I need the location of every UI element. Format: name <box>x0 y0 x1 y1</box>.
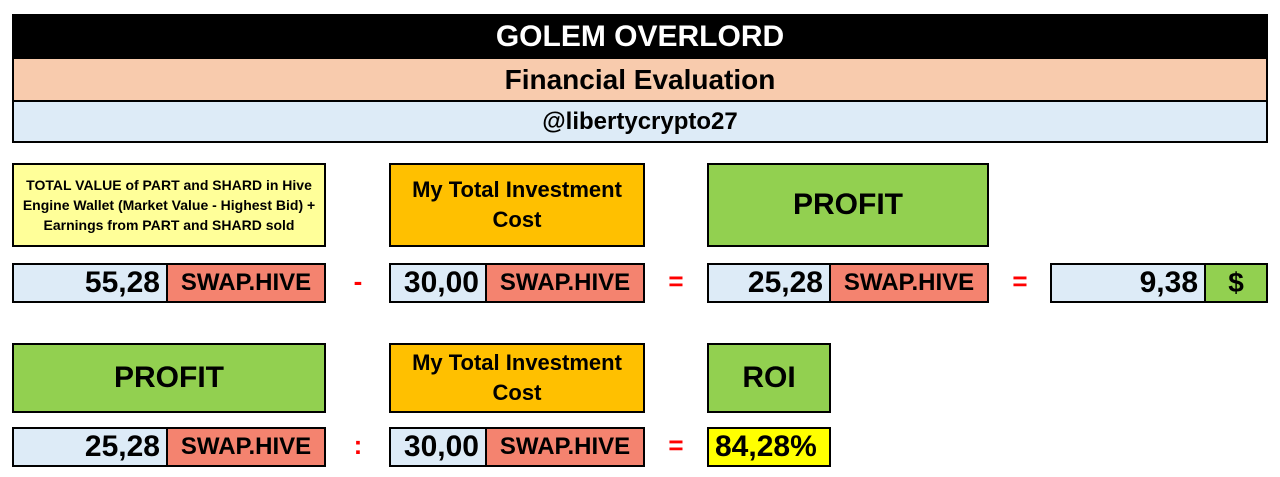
profit-label-2: PROFIT <box>12 343 326 413</box>
investment-unit: SWAP.HIVE <box>485 263 645 303</box>
title-bar: GOLEM OVERLORD <box>12 14 1268 59</box>
investment-number: 30,00 <box>403 430 479 463</box>
investment-amount-2: 30,00 <box>389 427 487 467</box>
profit-unit: SWAP.HIVE <box>829 263 989 303</box>
investment-number: 30,00 <box>403 266 479 299</box>
unit-text: SWAP.HIVE <box>843 269 975 296</box>
user-bar: @libertycrypto27 <box>12 100 1268 143</box>
user-handle: @libertycrypto27 <box>542 107 738 135</box>
subtitle-bar: Financial Evaluation <box>12 57 1268 102</box>
investment-cost-label-text: My Total Investment Cost <box>412 177 622 232</box>
profit-usd-amount: 9,38 <box>1050 263 1206 303</box>
dollar-symbol: $ <box>1228 267 1244 298</box>
unit-text: SWAP.HIVE <box>499 433 631 460</box>
roi-label-text: ROI <box>742 361 796 394</box>
investment-cost-label-2: My Total Investment Cost <box>389 343 645 413</box>
total-value-label-text: TOTAL VALUE of PART and SHARD in Hive En… <box>22 177 316 233</box>
total-value-number: 55,28 <box>84 266 160 299</box>
minus-operator: - <box>353 266 363 296</box>
dollar-icon: $ <box>1204 263 1268 303</box>
profit-label: PROFIT <box>707 163 989 247</box>
profit-number: 25,28 <box>747 266 823 299</box>
investment-unit-2: SWAP.HIVE <box>485 427 645 467</box>
investment-amount: 30,00 <box>389 263 487 303</box>
unit-text: SWAP.HIVE <box>180 433 312 460</box>
profit-label-text: PROFIT <box>114 361 224 394</box>
total-value-amount: 55,28 <box>12 263 168 303</box>
profit-amount-2: 25,28 <box>12 427 168 467</box>
investment-cost-label: My Total Investment Cost <box>389 163 645 247</box>
roi-value: 84,28% <box>707 427 831 467</box>
profit-amount: 25,28 <box>707 263 831 303</box>
roi-number: 84,28% <box>715 430 817 463</box>
page-subtitle: Financial Evaluation <box>504 63 776 95</box>
equals-operator: = <box>668 266 684 296</box>
investment-cost-label-text: My Total Investment Cost <box>412 350 622 405</box>
profit-unit-2: SWAP.HIVE <box>166 427 326 467</box>
equals-operator-3: = <box>668 430 684 460</box>
equals-operator-2: = <box>1012 266 1028 296</box>
page-title: GOLEM OVERLORD <box>495 19 785 53</box>
profit-usd-number: 9,38 <box>1139 266 1198 299</box>
unit-text: SWAP.HIVE <box>499 269 631 296</box>
divide-operator: : <box>353 430 363 460</box>
unit-text: SWAP.HIVE <box>180 269 312 296</box>
profit-number: 25,28 <box>84 430 160 463</box>
total-value-label: TOTAL VALUE of PART and SHARD in Hive En… <box>12 163 326 247</box>
total-value-unit: SWAP.HIVE <box>166 263 326 303</box>
profit-label-text: PROFIT <box>793 188 903 221</box>
roi-label: ROI <box>707 343 831 413</box>
